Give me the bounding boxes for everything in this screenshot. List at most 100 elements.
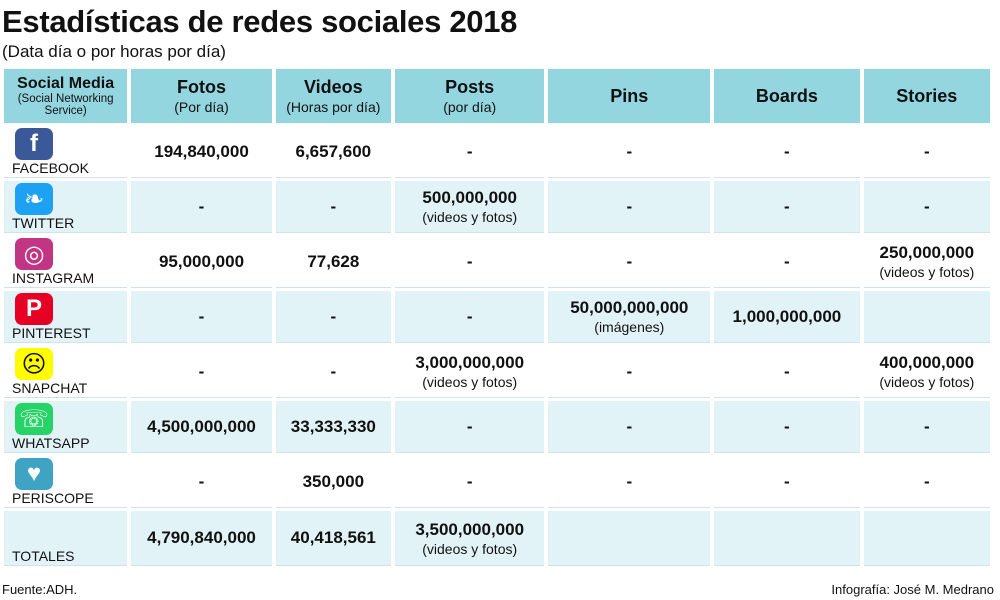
table-row: ◎ INSTAGRAM 95,000,000 77,628 - - - 250,000,000… [4, 236, 990, 288]
platform-name: TWITTER [12, 215, 75, 231]
cell-fotos: - [131, 181, 272, 233]
platform-name: INSTAGRAM [12, 270, 95, 286]
cell-pins-value: - [626, 361, 633, 381]
cell-fotos: 194,840,000 [131, 126, 272, 178]
platform-name: PINTEREST [12, 325, 91, 341]
header-posts-sub: (por día) [443, 99, 497, 115]
header-platform-sub: (Social Networking Service) [17, 93, 114, 117]
cell-fotos-value: 4,500,000,000 [147, 416, 256, 436]
cell-posts-value: 3,000,000,000 [415, 353, 525, 372]
whatsapp-icon: ☏ [15, 403, 53, 435]
platform-name: SNAPCHAT [12, 380, 88, 396]
cell-posts-value: - [466, 141, 473, 161]
cell-videos-value: 33,333,330 [290, 416, 376, 436]
cell-boards: - [714, 401, 860, 453]
table-row: ♥ PERISCOPE - 350,000 - - - - [4, 456, 990, 508]
cell-boards: 1,000,000,000 [714, 291, 860, 343]
cell-pins-value: - [626, 251, 633, 271]
header-fotos-sub: (Por día) [174, 99, 229, 115]
cell-fotos: - [131, 291, 272, 343]
cell-fotos: - [131, 456, 272, 508]
total-stories [863, 511, 990, 566]
cell-videos-value: 350,000 [302, 471, 365, 491]
twitter-icon: ❧ [15, 183, 53, 215]
header-videos-label: Videos [303, 77, 363, 97]
table-row: ☹ SNAPCHAT - - 3,000,000,000 (videos y fotos)… [4, 346, 990, 398]
total-fotos: 4,790,840,000 [131, 511, 272, 566]
cell-posts: 500,000,000 (videos y fotos) [394, 181, 545, 233]
cell-pins: - [548, 236, 711, 288]
total-posts-value: 3,500,000,000 [415, 519, 525, 539]
platform-cell: ❧ TWITTER [4, 181, 128, 233]
cell-stories-value: - [923, 416, 930, 436]
cell-posts: - [394, 236, 545, 288]
cell-boards-value: 1,000,000,000 [732, 306, 842, 326]
platform-name: WHATSAPP [12, 435, 90, 451]
header-fotos-label: Fotos [177, 77, 226, 97]
cell-fotos-value: 95,000,000 [158, 251, 245, 271]
platform-cell: P PINTEREST [4, 291, 128, 343]
cell-videos-value: 77,628 [307, 251, 360, 271]
table-row: f FACEBOOK 194,840,000 6,657,600 - - - - [4, 126, 990, 178]
cell-posts: - [394, 456, 545, 508]
platform-cell: ☹ SNAPCHAT [4, 346, 128, 398]
cell-fotos: 95,000,000 [131, 236, 272, 288]
cell-boards: - [714, 181, 860, 233]
header-row: Social Media (Social Networking Service)… [4, 69, 990, 123]
facebook-icon: f [15, 128, 53, 160]
cell-videos-value: 6,657,600 [295, 141, 372, 161]
cell-fotos-value: 194,840,000 [154, 141, 249, 161]
total-posts-note: (videos y fotos) [422, 540, 518, 557]
cell-stories-note: (videos y fotos) [879, 264, 975, 280]
header-posts-label: Posts [445, 77, 495, 97]
platform-cell: f FACEBOOK [4, 126, 128, 178]
cell-boards-value: - [784, 141, 790, 161]
total-pins [548, 511, 711, 566]
cell-videos: 33,333,330 [275, 401, 391, 453]
totals-label-cell: TOTALES [4, 511, 128, 566]
cell-stories [863, 291, 990, 343]
periscope-icon: ♥ [15, 458, 53, 490]
header-boards-label: Boards [755, 85, 818, 106]
platform-cell: ☏ WHATSAPP [4, 401, 128, 453]
cell-boards-value: - [784, 361, 790, 381]
cell-fotos-value: - [198, 471, 205, 491]
cell-videos-value: - [330, 361, 337, 381]
header-pins-label: Pins [610, 85, 649, 106]
cell-posts-note: (videos y fotos) [422, 374, 518, 390]
cell-posts: - [394, 291, 545, 343]
cell-boards-value: - [784, 251, 790, 271]
cell-pins-note: (imágenes) [594, 319, 665, 335]
cell-boards-value: - [784, 416, 790, 436]
source-note: Fuente:ADH. [2, 582, 78, 597]
cell-posts-note: (videos y fotos) [422, 209, 518, 225]
header-platform-label: Social Media [17, 75, 115, 92]
cell-stories: - [863, 456, 990, 508]
header-videos: Videos (Horas por día) [275, 69, 391, 123]
cell-posts: 3,000,000,000 (videos y fotos) [394, 346, 545, 398]
total-boards [714, 511, 860, 566]
table-row: P PINTEREST - - - 50,000,000,000 (imágenes) 1,0… [4, 291, 990, 343]
pinterest-icon: P [15, 293, 53, 325]
header-fotos: Fotos (Por día) [131, 69, 272, 123]
cell-pins: - [548, 126, 711, 178]
cell-videos: - [275, 291, 391, 343]
credit-note: Infografía: José M. Medrano [831, 582, 994, 597]
cell-fotos: - [131, 346, 272, 398]
total-posts: 3,500,000,000 (videos y fotos) [394, 511, 545, 566]
header-pins: Pins [548, 69, 711, 123]
cell-pins: - [548, 456, 711, 508]
platform-cell: ◎ INSTAGRAM [4, 236, 128, 288]
cell-stories: 250,000,000 (videos y fotos) [863, 236, 990, 288]
cell-posts-value: 500,000,000 [422, 188, 517, 207]
cell-videos: - [275, 346, 391, 398]
cell-boards: - [714, 346, 860, 398]
cell-stories-value: - [923, 471, 930, 491]
cell-videos: 350,000 [275, 456, 391, 508]
cell-fotos: 4,500,000,000 [131, 401, 272, 453]
header-boards: Boards [714, 69, 860, 123]
cell-boards: - [714, 126, 860, 178]
cell-videos: 77,628 [275, 236, 391, 288]
cell-videos-value: - [330, 196, 337, 216]
cell-posts: - [394, 401, 545, 453]
